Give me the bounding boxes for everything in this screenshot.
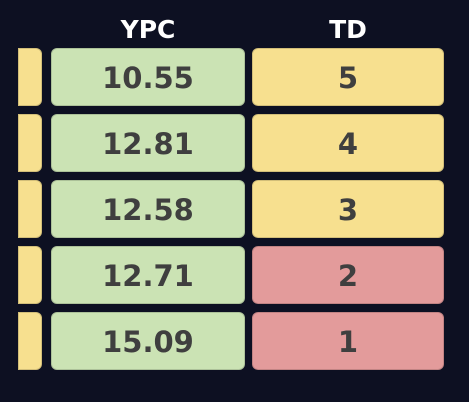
ypc-cell: 12.81 (51, 114, 245, 172)
td-cell: 5 (252, 48, 444, 106)
table-row: 12.71 2 (0, 246, 469, 306)
ypc-cell: 10.55 (51, 48, 245, 106)
previous-column-cell (18, 48, 42, 106)
td-cell: 1 (252, 312, 444, 370)
previous-column-cell (18, 114, 42, 172)
previous-column-cell (18, 180, 42, 238)
ypc-cell: 12.71 (51, 246, 245, 304)
table-row: 12.81 4 (0, 114, 469, 174)
column-header-ypc: YPC (120, 15, 176, 44)
previous-column-cell (18, 312, 42, 370)
previous-column-cell (18, 246, 42, 304)
td-cell: 2 (252, 246, 444, 304)
ypc-cell: 15.09 (51, 312, 245, 370)
ypc-cell: 12.58 (51, 180, 245, 238)
td-cell: 3 (252, 180, 444, 238)
table-row: 10.55 5 (0, 48, 469, 108)
table-row: 12.58 3 (0, 180, 469, 240)
td-cell: 4 (252, 114, 444, 172)
table-row: 15.09 1 (0, 312, 469, 372)
column-header-td: TD (329, 15, 367, 44)
